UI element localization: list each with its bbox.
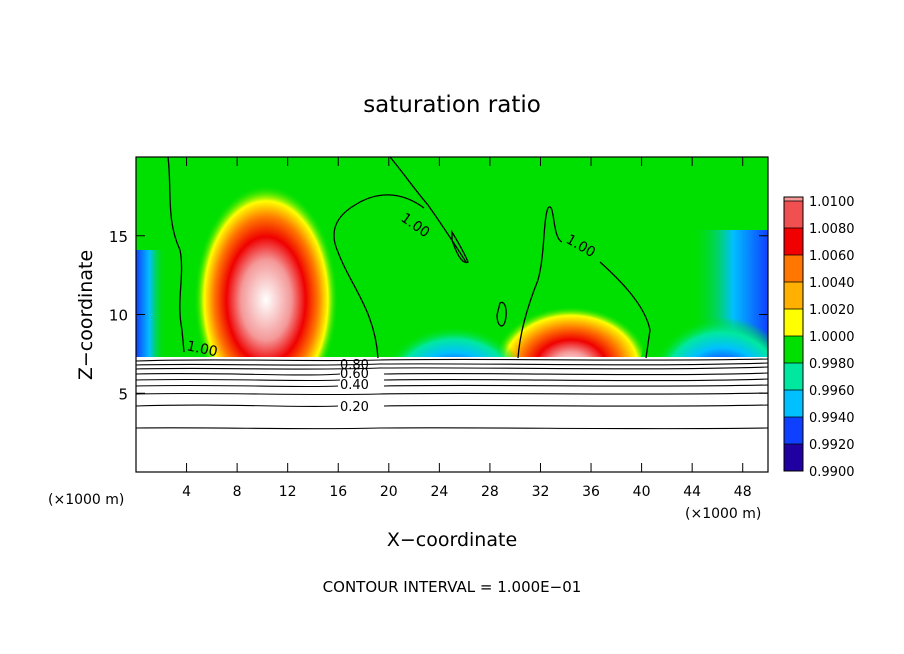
contour-label-0-80: 0.80: [340, 358, 369, 373]
contour-interval-note: CONTOUR INTERVAL = 1.000E−01: [323, 578, 582, 596]
colorbar-band: [784, 309, 803, 337]
x-tick-label: 8: [233, 484, 242, 500]
colorbar-label: 1.0100: [809, 195, 855, 210]
left-edge-gradient: [136, 250, 166, 360]
chart-title: saturation ratio: [363, 92, 541, 118]
x-axis-label: X−coordinate: [387, 529, 517, 551]
x-tick-label: 16: [329, 484, 347, 500]
colorbar-band: [784, 197, 803, 201]
colorbar-label: 0.9980: [809, 357, 855, 372]
x-tick-label: 12: [279, 484, 297, 500]
colorbar: 1.0100 1.0080 1.0060 1.0040 1.0020 1.0000 0.99…: [783, 195, 855, 480]
colorbar-band: [784, 390, 803, 418]
y-tick-label: 10: [109, 307, 128, 325]
colorbar-label: 0.9900: [809, 465, 855, 480]
colorbar-band: [784, 336, 803, 364]
colorbar-band: [784, 255, 803, 283]
x-tick-label: 32: [532, 484, 550, 500]
x-tick-label: 24: [430, 484, 448, 500]
contour-label-0-60: 0.60: [340, 367, 369, 382]
colorbar-label: 0.9940: [809, 411, 855, 426]
colorbar-label: 1.0080: [809, 222, 855, 237]
x-axis-ticks: 4 8 12 16 20 24 28 32 36 40 44 48: [182, 157, 752, 500]
y-axis-label: Z−coordinate: [75, 250, 97, 380]
contour-label-1-00-c: 1.00: [185, 338, 219, 360]
colorbar-band: [784, 363, 803, 391]
x-tick-label: 4: [182, 484, 191, 500]
contour-label-0-20: 0.20: [340, 400, 369, 415]
x-tick-label: 28: [481, 484, 499, 500]
contour-lines-lower: [136, 358, 768, 430]
y-tick-label: 5: [118, 385, 128, 403]
colorbar-band: [784, 417, 803, 445]
colorbar-band: [784, 228, 803, 256]
contour-lines-1-00: [167, 157, 651, 359]
y-tick-label: 15: [109, 228, 128, 246]
x-unit-right: (×1000 m): [685, 506, 761, 522]
colorbar-label: 1.0040: [809, 276, 855, 291]
colorbar-label: 1.0020: [809, 303, 855, 318]
x-tick-label: 48: [734, 484, 752, 500]
x-tick-label: 20: [380, 484, 398, 500]
colorbar-band: [784, 444, 803, 472]
lower-unsaturated-region: [136, 357, 768, 472]
x-tick-label: 40: [633, 484, 651, 500]
colorbar-band: [784, 282, 803, 310]
colorbar-band: [784, 201, 803, 229]
colorbar-label: 0.9960: [809, 384, 855, 399]
y-axis-ticks: 5 10 15: [109, 228, 768, 403]
x-tick-label: 36: [582, 484, 600, 500]
x-unit-left: (×1000 m): [48, 492, 124, 508]
saturation-field: [136, 157, 768, 472]
colorbar-label: 1.0000: [809, 330, 855, 345]
x-tick-label: 44: [683, 484, 701, 500]
colorbar-label: 1.0060: [809, 249, 855, 264]
contour-label-0-40: 0.40: [340, 378, 369, 393]
colorbar-label: 0.9920: [809, 438, 855, 453]
